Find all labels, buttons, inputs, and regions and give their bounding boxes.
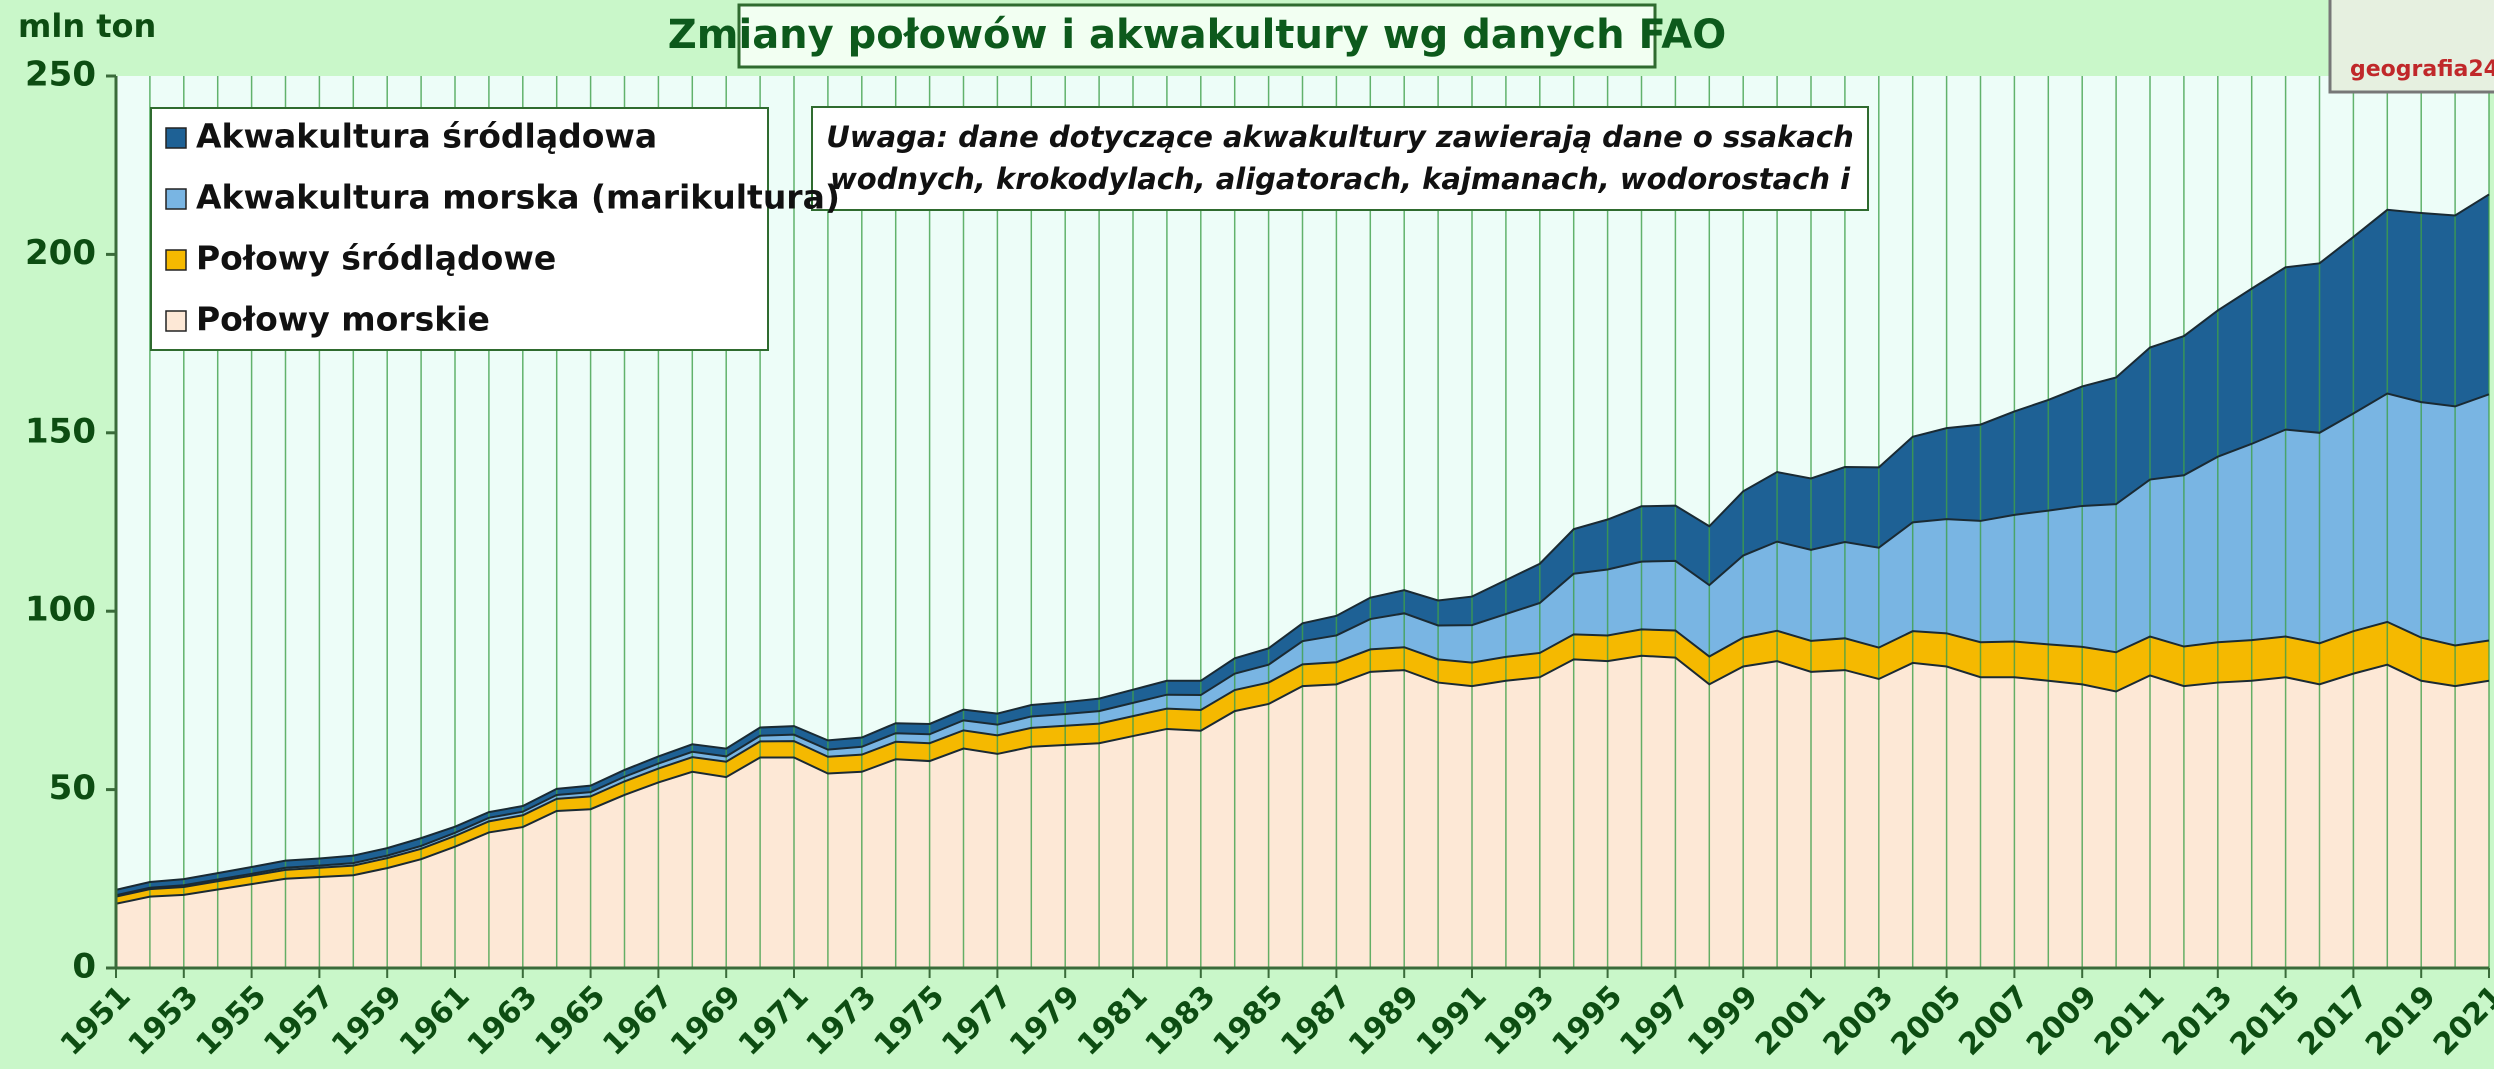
x-tick-label: 2021: [2427, 979, 2494, 1063]
x-tick-label: 2007: [1952, 979, 2036, 1063]
x-tick-label: 1973: [800, 979, 884, 1063]
x-tick-label: 2015: [2223, 979, 2307, 1063]
x-tick-label: 2009: [2020, 979, 2104, 1063]
x-tick-label: 1991: [1410, 979, 1494, 1063]
legend-label: Połowy morskie: [196, 300, 490, 339]
x-tick-label: 1981: [1071, 979, 1155, 1063]
x-tick-label: 1999: [1681, 979, 1765, 1063]
x-tick-label: 1961: [393, 979, 477, 1063]
x-tick-label: 1953: [122, 979, 206, 1063]
x-tick-label: 2013: [2156, 979, 2240, 1063]
x-tick-label: 1979: [1003, 979, 1087, 1063]
x-tick-label: 1993: [1478, 979, 1562, 1063]
note-container: Uwaga: dane dotyczące akwakultury zawier…: [820, 112, 1860, 207]
x-tick-label: 1995: [1545, 979, 1629, 1063]
y-tick-label: 100: [25, 590, 96, 630]
logo-text: geografia24.eu: [2350, 57, 2494, 82]
y-tick-label: 200: [25, 233, 96, 273]
legend-label: Akwakultura morska (marikultura): [196, 178, 840, 217]
x-tick-label: 1951: [54, 979, 138, 1063]
x-tick-label: 2017: [2291, 979, 2375, 1063]
x-tick-label: 1977: [935, 979, 1019, 1063]
legend-swatch: [166, 128, 186, 148]
x-tick-label: 1975: [867, 979, 951, 1063]
x-tick-label: 1965: [528, 979, 612, 1063]
y-tick-label: 50: [49, 768, 96, 808]
legend-label: Akwakultura śródlądowa: [196, 117, 657, 156]
x-tick-label: 2003: [1817, 979, 1901, 1063]
x-tick-label: 1997: [1613, 979, 1697, 1063]
y-tick-label: 0: [72, 947, 96, 987]
page: mln ton Zmiany połowów i akwakultury wg …: [0, 0, 2494, 1069]
x-tick-label: 1967: [596, 979, 680, 1063]
chart: mln ton Zmiany połowów i akwakultury wg …: [0, 0, 2494, 1069]
x-tick-label: 1983: [1139, 979, 1223, 1063]
note: Uwaga: dane dotyczące akwakultury zawier…: [820, 112, 1860, 207]
x-tick-label: 2001: [1749, 979, 1833, 1063]
x-tick-label: 1955: [189, 979, 273, 1063]
y-axis-label: mln ton: [18, 7, 156, 45]
x-tick-label: 1957: [257, 979, 341, 1063]
legend-label: Połowy śródlądowe: [196, 239, 556, 278]
x-tick-label: 2011: [2088, 979, 2172, 1063]
x-tick-label: 1969: [664, 979, 748, 1063]
x-tick-label: 2005: [1884, 979, 1968, 1063]
x-tick-label: 2019: [2359, 979, 2443, 1063]
chart-title: Zmiany połowów i akwakultury wg danych F…: [668, 12, 1726, 58]
y-tick-label: 150: [25, 411, 96, 451]
x-tick-label: 1963: [461, 979, 545, 1063]
legend-swatch: [166, 311, 186, 331]
x-tick-label: 1987: [1274, 979, 1358, 1063]
legend-swatch: [166, 189, 186, 209]
x-tick-label: 1959: [325, 979, 409, 1063]
x-tick-label: 1989: [1342, 979, 1426, 1063]
x-tick-label: 1985: [1206, 979, 1290, 1063]
x-tick-label: 1971: [732, 979, 816, 1063]
y-tick-label: 250: [25, 55, 96, 95]
legend-swatch: [166, 250, 186, 270]
